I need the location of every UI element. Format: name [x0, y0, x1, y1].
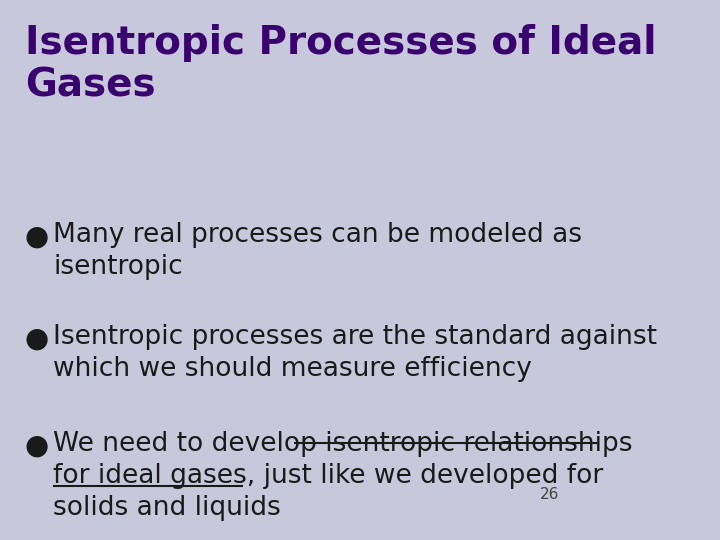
Text: 26: 26	[539, 487, 559, 502]
Text: ●: ●	[25, 324, 49, 352]
Text: ●: ●	[25, 431, 49, 460]
Text: Isentropic processes are the standard against
which we should measure efficiency: Isentropic processes are the standard ag…	[53, 324, 657, 382]
Text: Isentropic Processes of Ideal
Gases: Isentropic Processes of Ideal Gases	[25, 24, 657, 104]
Text: We need to develop isentropic relationships
for ideal gases, just like we develo: We need to develop isentropic relationsh…	[53, 431, 633, 521]
Text: ●: ●	[25, 222, 49, 250]
Text: Many real processes can be modeled as
isentropic: Many real processes can be modeled as is…	[53, 222, 582, 280]
